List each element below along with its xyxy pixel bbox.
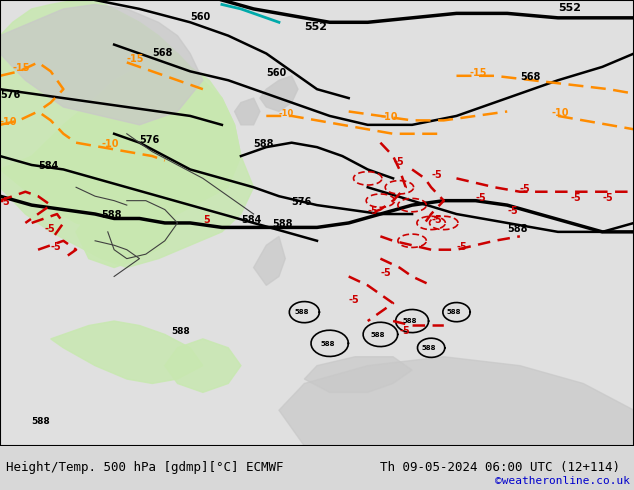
Text: -10: -10: [552, 108, 569, 118]
Text: -5: -5: [507, 206, 518, 216]
Text: 588: 588: [422, 345, 436, 351]
Text: -5: -5: [520, 184, 531, 194]
Text: -5: -5: [349, 295, 359, 305]
Text: 584: 584: [241, 215, 261, 225]
Polygon shape: [235, 98, 260, 125]
Text: 560: 560: [190, 12, 210, 22]
Polygon shape: [0, 0, 634, 446]
Text: 588: 588: [507, 224, 527, 234]
Text: Height/Temp. 500 hPa [gdmp][°C] ECMWF: Height/Temp. 500 hPa [gdmp][°C] ECMWF: [6, 462, 284, 474]
Text: -5: -5: [368, 206, 378, 216]
Text: -5: -5: [393, 157, 404, 167]
Text: 584: 584: [38, 161, 58, 172]
Text: 5: 5: [203, 215, 210, 225]
Text: -5: -5: [51, 242, 61, 252]
Text: 588: 588: [320, 341, 335, 346]
Text: -5: -5: [0, 197, 11, 207]
Text: 560: 560: [266, 68, 287, 78]
Text: -10: -10: [279, 109, 294, 118]
Text: 588: 588: [101, 211, 122, 220]
Text: -5: -5: [399, 326, 410, 337]
Text: 588: 588: [254, 139, 274, 149]
Text: 576: 576: [139, 135, 160, 145]
Text: -5: -5: [431, 215, 442, 225]
Text: -15: -15: [127, 54, 145, 64]
Text: -15: -15: [469, 68, 487, 78]
Text: 588: 588: [32, 416, 51, 426]
Polygon shape: [165, 339, 241, 392]
Polygon shape: [260, 76, 298, 112]
Text: -5: -5: [602, 193, 613, 203]
Text: 552: 552: [558, 3, 581, 13]
Text: -5: -5: [380, 269, 391, 278]
Text: Th 09-05-2024 06:00 UTC (12+114): Th 09-05-2024 06:00 UTC (12+114): [380, 462, 621, 474]
Text: 552: 552: [304, 22, 327, 32]
Text: -5: -5: [476, 193, 486, 203]
Polygon shape: [0, 53, 241, 232]
Polygon shape: [0, 0, 254, 268]
Text: 588: 588: [273, 220, 293, 229]
Text: -5: -5: [571, 193, 581, 203]
Text: 576: 576: [292, 197, 312, 207]
Text: 588: 588: [171, 327, 190, 337]
Text: 588: 588: [295, 309, 309, 316]
Polygon shape: [0, 4, 203, 125]
Polygon shape: [304, 357, 412, 392]
Text: -10: -10: [380, 112, 398, 122]
Text: -10: -10: [0, 117, 18, 127]
Text: ©weatheronline.co.uk: ©weatheronline.co.uk: [495, 476, 630, 486]
Text: -10: -10: [101, 139, 119, 149]
Text: -15: -15: [13, 63, 30, 74]
Text: 568: 568: [152, 48, 172, 58]
Polygon shape: [76, 187, 178, 268]
Text: 588: 588: [371, 332, 385, 338]
Polygon shape: [279, 357, 634, 446]
Text: 576: 576: [0, 90, 20, 100]
Polygon shape: [254, 236, 285, 285]
Text: 588: 588: [447, 309, 462, 316]
Text: -5: -5: [44, 224, 55, 234]
Text: -5: -5: [431, 171, 442, 180]
Text: -5: -5: [456, 242, 467, 252]
Text: 568: 568: [520, 72, 540, 82]
Polygon shape: [51, 321, 203, 384]
Text: 588: 588: [403, 318, 417, 324]
